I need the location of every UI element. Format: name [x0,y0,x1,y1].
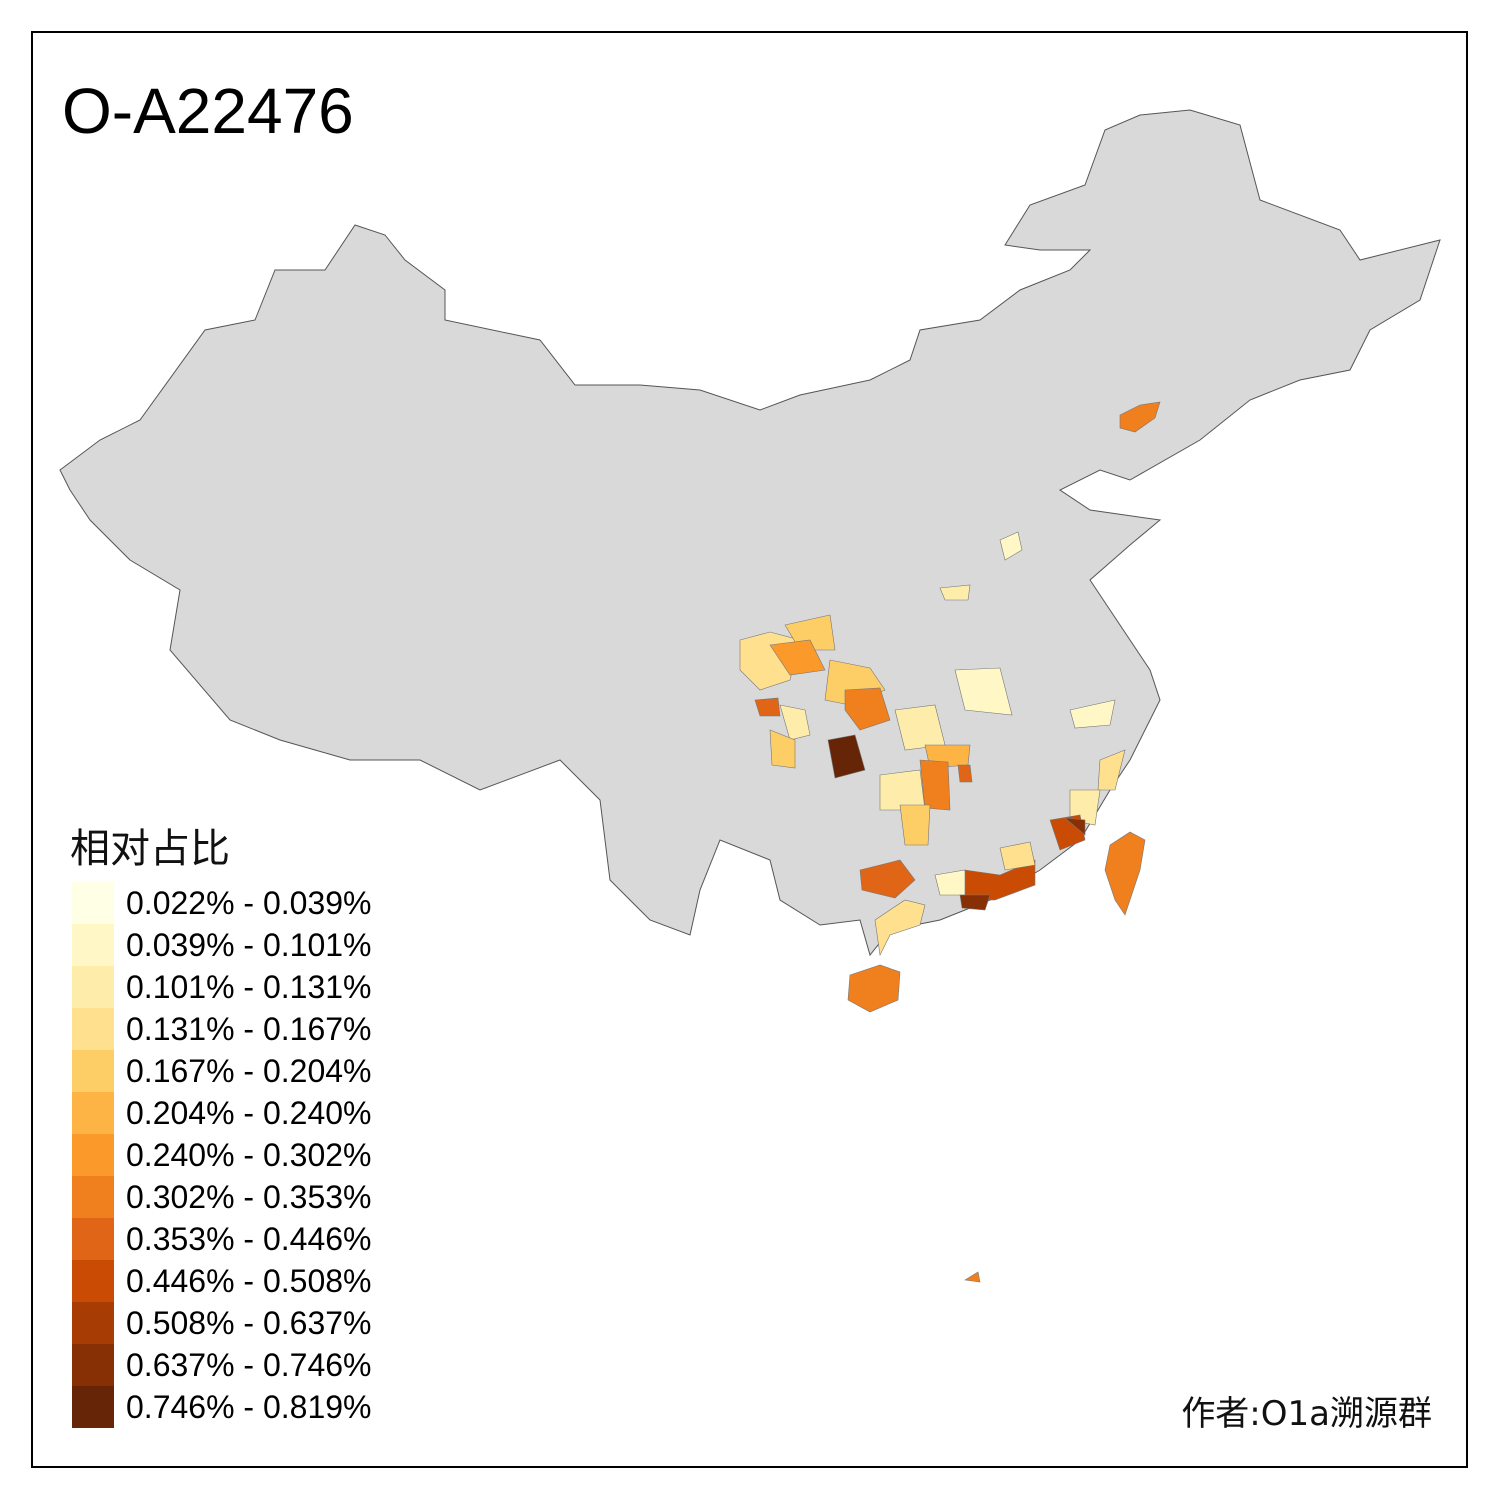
region [957,764,973,783]
region [754,697,781,717]
legend-label: 0.204% - 0.240% [126,1094,372,1131]
region [874,899,926,956]
legend-item: 0.240% - 0.302% [72,1134,372,1176]
region [844,687,891,731]
legend-swatch [72,882,114,924]
legend-label: 0.240% - 0.302% [126,1136,372,1173]
region [1097,749,1126,791]
legend: 0.022% - 0.039% 0.039% - 0.101% 0.101% - 0… [72,882,372,1428]
region [769,729,796,769]
legend-label: 0.446% - 0.508% [126,1262,372,1299]
legend-item: 0.637% - 0.746% [72,1344,372,1386]
region [999,841,1036,871]
region [899,804,931,846]
region [1104,831,1146,916]
legend-item: 0.302% - 0.353% [72,1176,372,1218]
legend-swatch [72,966,114,1008]
legend-swatch [72,1134,114,1176]
legend-item: 0.101% - 0.131% [72,966,372,1008]
legend-swatch [72,1092,114,1134]
region [954,667,1013,716]
colored-regions [739,401,1161,1283]
legend-label: 0.353% - 0.446% [126,1220,372,1257]
region [999,531,1023,561]
legend-label: 0.039% - 0.101% [126,926,372,963]
region [919,759,951,811]
legend-item: 0.022% - 0.039% [72,882,372,924]
legend-label: 0.167% - 0.204% [126,1052,372,1089]
region [879,769,926,811]
legend-swatch [72,1008,114,1050]
legend-swatch [72,924,114,966]
legend-item: 0.204% - 0.240% [72,1092,372,1134]
region [964,1271,981,1283]
legend-label: 0.508% - 0.637% [126,1304,372,1341]
legend-label: 0.022% - 0.039% [126,884,372,921]
region [859,859,916,899]
legend-item: 0.039% - 0.101% [72,924,372,966]
legend-item: 0.353% - 0.446% [72,1218,372,1260]
region [959,894,991,911]
region [1119,401,1161,433]
region [1069,699,1116,729]
legend-swatch [72,1386,114,1428]
region [779,704,811,741]
legend-item: 0.446% - 0.508% [72,1260,372,1302]
region [847,964,901,1013]
region [769,639,826,676]
legend-swatch [72,1176,114,1218]
map-title: O-A22476 [62,75,354,147]
legend-label: 0.637% - 0.746% [126,1346,372,1383]
legend-label: 0.746% - 0.819% [126,1388,372,1425]
legend-item: 0.167% - 0.204% [72,1050,372,1092]
legend-swatch [72,1218,114,1260]
legend-swatch [72,1050,114,1092]
china-outline [59,109,1441,957]
map-frame [31,31,1468,1468]
legend-swatch [72,1260,114,1302]
region [827,734,866,779]
region [939,584,971,601]
legend-swatch [72,1344,114,1386]
legend-label: 0.302% - 0.353% [126,1178,372,1215]
legend-item: 0.131% - 0.167% [72,1008,372,1050]
legend-swatch [72,1302,114,1344]
legend-item: 0.508% - 0.637% [72,1302,372,1344]
region [1064,817,1086,836]
legend-label: 0.101% - 0.131% [126,968,372,1005]
legend-item: 0.746% - 0.819% [72,1386,372,1428]
legend-title: 相对占比 [70,826,230,872]
legend-label: 0.131% - 0.167% [126,1010,372,1047]
author-credit: 作者:O1a溯源群 [1181,1394,1432,1434]
